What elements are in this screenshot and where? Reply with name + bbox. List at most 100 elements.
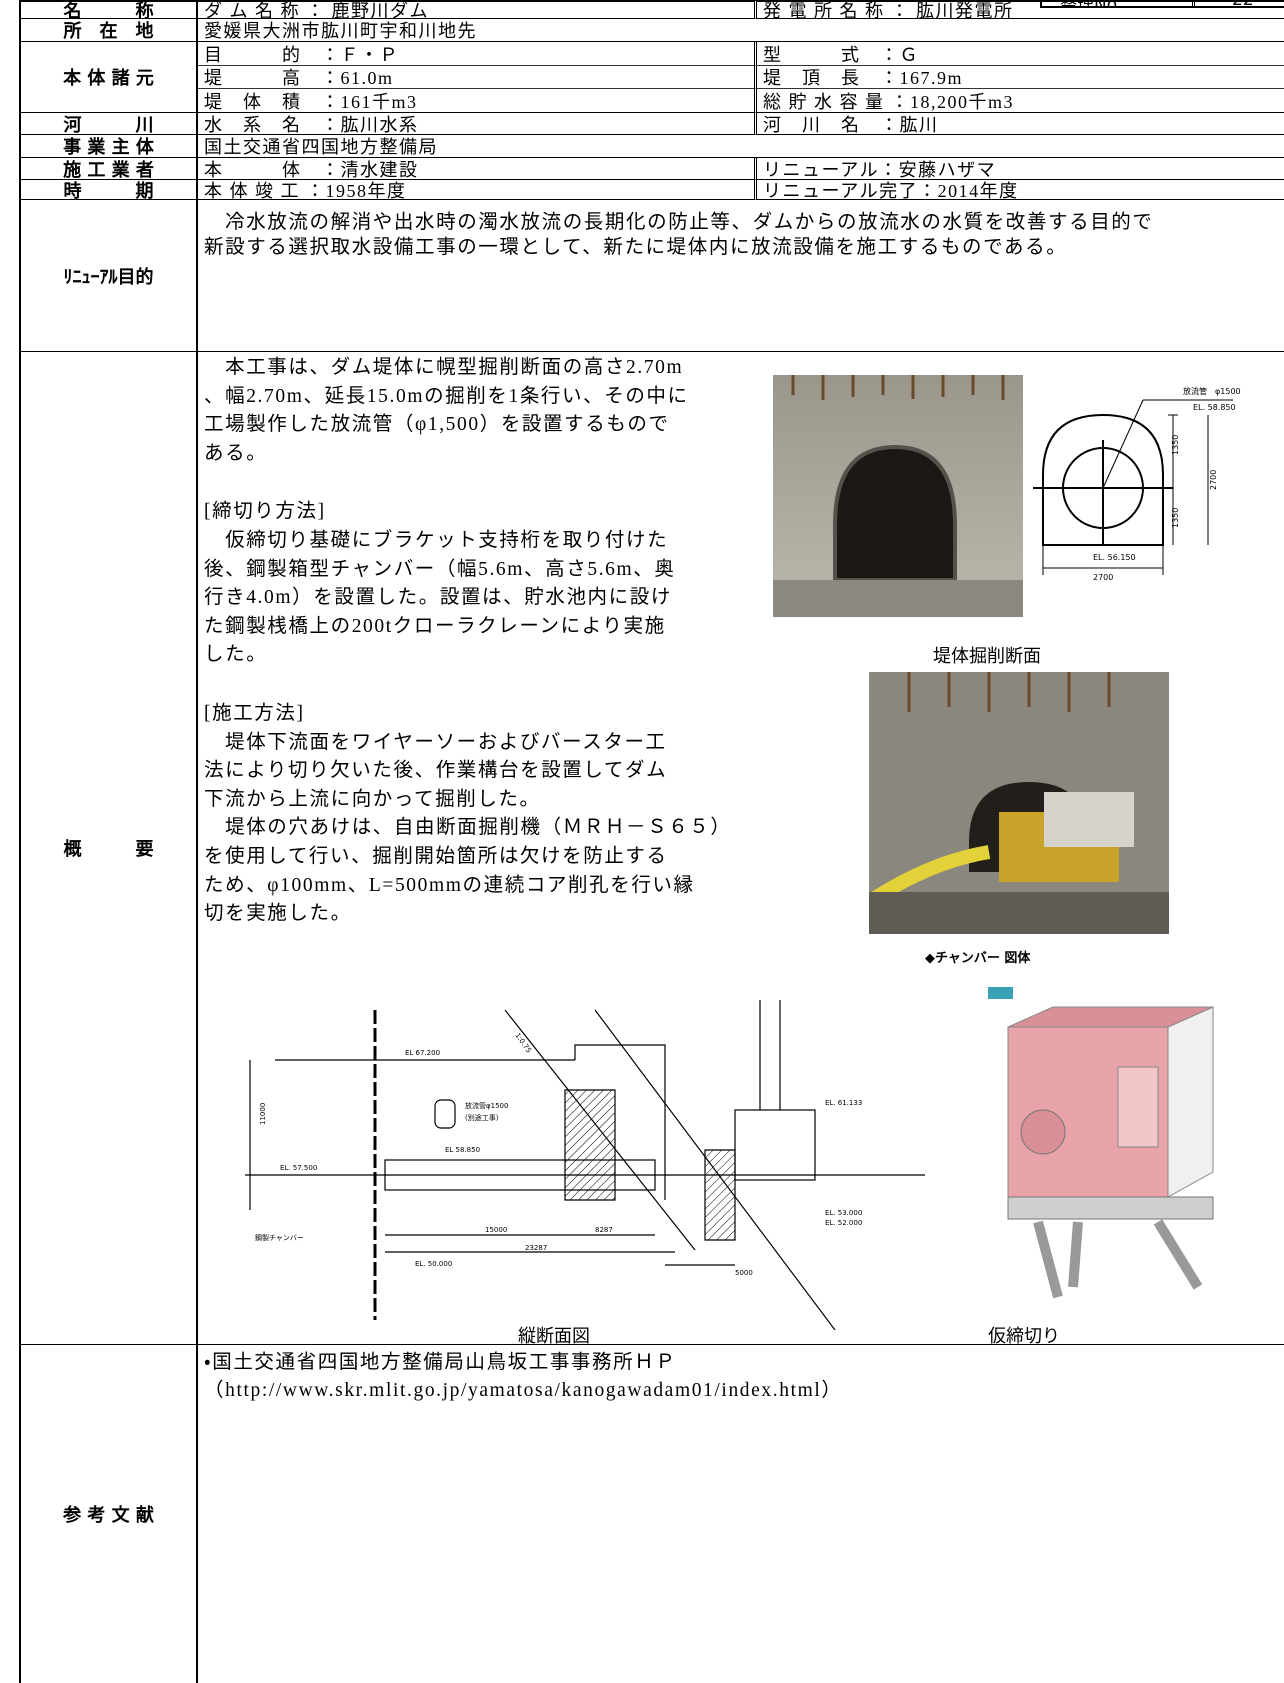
structure	[574, 1044, 666, 1200]
rebar	[791, 375, 1005, 400]
profile-label: 8287	[595, 1226, 613, 1234]
spec-item: 型 式 ：Ｇ	[754, 42, 1284, 66]
paragraph: 本工事は、ダム堤体に幌型掘削断面の高さ2.70m 、幅2.70m、延長15.0mの…	[204, 354, 774, 468]
floor	[869, 892, 1169, 934]
chamber-side	[1167, 1006, 1214, 1198]
valve	[434, 1099, 456, 1129]
profile-label: 11000	[259, 1103, 267, 1125]
section-outline	[1042, 413, 1164, 546]
section-label: 2700	[1209, 470, 1218, 490]
row-label: 河 川	[19, 113, 198, 136]
overview-line: 堤体の穴あけは、自由断面掘削機（ＭＲＨ－Ｓ６５）	[204, 817, 732, 839]
purpose-line: 冷水放流の解消や出水時の濁水放流の長期化の防止等、ダムからの放流水の水質を改善す…	[204, 212, 1154, 233]
purpose-cell: 冷水放流の解消や出水時の濁水放流の長期化の防止等、ダムからの放流水の水質を改善す…	[198, 200, 1284, 352]
purpose-line: 新設する選択取水設備工事の一環として、新たに堤体内に放流設備を施工するものである…	[204, 237, 1068, 258]
overview-line: した。	[204, 644, 268, 666]
profile-label: 5000	[735, 1269, 753, 1277]
photo-construction	[869, 672, 1169, 934]
profile-label: 鋼製チャンバー	[255, 1233, 304, 1242]
section-label: 1350	[1171, 508, 1180, 528]
overview-line: 仮締切り基礎にブラケット支持桁を取り付けた	[204, 529, 669, 551]
row-label: 時 期	[19, 180, 198, 202]
header-label: 整理No.	[1060, 0, 1122, 6]
overview-line: [締切り方法]	[204, 501, 326, 523]
row-label: 所 在 地	[19, 19, 198, 42]
river-system: 水 系 名 ：肱川水系	[198, 113, 754, 135]
spec-item: 目 的 ：Ｆ・Ｐ	[198, 42, 754, 66]
profile-label: 23287	[525, 1244, 547, 1252]
profile-drawing: EL 67.200 放流管φ1500 (別途工事) EL 58.850 EL. …	[245, 1000, 925, 1330]
section-label: EL. 56.150	[1093, 553, 1136, 562]
spec-item: 堤 高 ：61.0m	[198, 66, 754, 89]
row-label: 参 考 文 献	[19, 1345, 198, 1683]
section-label: 放流管 φ1500	[1183, 386, 1241, 396]
section-label: 2700	[1093, 573, 1113, 582]
plant-name: 発 電 所 名 称 ： 肱川発電所	[754, 0, 1284, 21]
river-name: 河 川 名 ：肱川	[754, 113, 1284, 135]
spec-item: 堤 体 積 ：161千m3	[198, 89, 754, 113]
row-label: 施 工 業 者	[19, 158, 198, 181]
caption: 仮締切り	[988, 1326, 1060, 1347]
photo-excavation	[773, 375, 1023, 617]
overview-line: を使用して行い、掘削開始箇所は欠けを防止する	[204, 845, 668, 867]
rebar	[907, 672, 1111, 712]
paragraph: [締切り方法] 仮締切り基礎にブラケット支持桁を取り付けた 後、鋼製箱型チャンバー…	[204, 498, 774, 670]
spec-item: 総 貯 水 容 量 ：18,200千m3	[754, 89, 1284, 113]
chamber-port	[1020, 1109, 1066, 1155]
paragraph: [施工方法] 堤体下流面をワイヤーソーおよびバースター工 法により切り欠いた後、作…	[204, 700, 774, 929]
figure-tag	[988, 987, 1013, 999]
row-label: 本 体 諸 元	[19, 42, 198, 113]
profile-label: EL. 61.133	[825, 1099, 862, 1107]
header-divider	[1192, 0, 1195, 6]
leader	[1102, 399, 1144, 489]
profile-label: 1:0.75	[513, 1032, 532, 1055]
overview-line: 切を実施した。	[204, 903, 352, 925]
profile-label: 放流管φ1500	[465, 1101, 508, 1110]
spec-item: 堤 頂 長 ：167.9m	[754, 66, 1284, 89]
chamber-window	[1117, 1066, 1159, 1148]
profile-label: EL 58.850	[445, 1146, 480, 1154]
references-text: ・国土交通省四国地方整備局山鳥坂工事事務所ＨＰ （http://www.skr.m…	[204, 1349, 1284, 1405]
hatched-block	[704, 1149, 736, 1241]
caption: 縦断面図	[518, 1326, 590, 1347]
dam-name: ダ ム 名 称 ： 鹿野川ダム	[198, 0, 754, 21]
row-label: 事 業 主 体	[19, 135, 198, 158]
struts	[1033, 1219, 1203, 1299]
chamber-top	[1007, 1006, 1214, 1028]
contractor-body: 本 体 ：清水建設	[198, 158, 754, 180]
overview-line: ある。	[204, 442, 268, 464]
profile-label: EL. 53.000	[825, 1209, 862, 1217]
overview-cell: 本工事は、ダム堤体に幌型掘削断面の高さ2.70m 、幅2.70m、延長15.0mの…	[198, 352, 1284, 1347]
hatched-block	[564, 1089, 616, 1201]
purpose-text: 冷水放流の解消や出水時の濁水放流の長期化の防止等、ダムからの放流水の水質を改善す…	[204, 210, 1284, 260]
profile-label: EL 67.200	[405, 1049, 440, 1057]
reference-line: ・国土交通省四国地方整備局山鳥坂工事事務所ＨＰ	[204, 1352, 677, 1373]
references-cell: ・国土交通省四国地方整備局山鳥坂工事事務所ＨＰ （http://www.skr.m…	[198, 1345, 1284, 1683]
overview-line: [施工方法]	[204, 702, 305, 724]
overview-line: 後、鋼製箱型チャンバー（幅5.6m、高さ5.6m、奥	[204, 558, 676, 580]
chamber-base	[1007, 1196, 1214, 1220]
floor	[773, 580, 1023, 617]
machine-cover	[1044, 792, 1134, 847]
overview-line: 下流から上流に向かって掘削した。	[204, 788, 541, 810]
row-label: ﾘﾆｭｰｱﾙ目的	[19, 200, 198, 352]
profile-label: 15000	[485, 1226, 507, 1234]
overview-line: 本工事は、ダム堤体に幌型掘削断面の高さ2.70m	[204, 357, 684, 378]
row-label: 名 称	[19, 0, 198, 22]
profile-label: EL. 52.000	[825, 1219, 862, 1227]
tunnel-opening	[833, 444, 957, 582]
chamber-drawing	[988, 987, 1214, 1299]
profile-label: (別途工事)	[465, 1113, 499, 1122]
contractor-renewal: リニューアル：安藤ハザマ	[754, 158, 1284, 180]
overview-line: ため、φ100mm、L=500mmの連続コア削孔を行い縁	[204, 874, 695, 896]
frame	[734, 1109, 816, 1181]
overview-text: 本工事は、ダム堤体に幌型掘削断面の高さ2.70m 、幅2.70m、延長15.0mの…	[204, 354, 774, 929]
overview-line: 行き4.0m）を設置した。設置は、貯水池内に設け	[204, 587, 672, 609]
pipe	[384, 1159, 656, 1191]
row-label: 概 要	[19, 352, 198, 1345]
overview-line: 法により切り欠いた後、作業構台を設置してダム	[204, 760, 668, 782]
overview-line: 、幅2.70m、延長15.0mの掘削を1条行い、その中に	[204, 385, 689, 407]
section-label: EL. 58.850	[1193, 403, 1236, 412]
section-label: 1350	[1171, 435, 1180, 455]
